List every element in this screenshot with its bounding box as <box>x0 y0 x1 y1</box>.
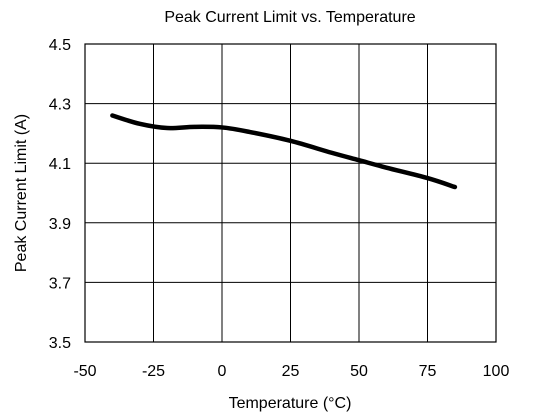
x-tick-label: 25 <box>282 363 300 380</box>
y-tick-label: 4.3 <box>49 97 71 114</box>
y-tick-label: 4.5 <box>49 37 71 54</box>
plot-frame <box>84 43 497 343</box>
y-tick-label: 4.1 <box>49 156 71 173</box>
y-axis-label: Peak Current Limit (A) <box>13 114 30 272</box>
series-layer <box>110 113 458 190</box>
grid <box>84 43 497 343</box>
x-tick-label: 100 <box>483 363 510 380</box>
y-tick-label: 3.9 <box>49 216 71 233</box>
x-tick-label: 0 <box>218 363 227 380</box>
x-tick-label: -25 <box>142 363 165 380</box>
series-line <box>110 113 458 190</box>
chart-title: Peak Current Limit vs. Temperature <box>164 9 415 26</box>
y-tick-label: 3.5 <box>49 335 71 352</box>
x-tick-label: 75 <box>419 363 437 380</box>
x-tick-label: 50 <box>350 363 368 380</box>
y-tick-label: 3.7 <box>49 275 71 292</box>
y-tick-labels: 3.5 3.7 3.9 4.1 4.3 4.5 <box>49 37 71 352</box>
x-tick-labels: -50 -25 0 25 50 75 100 <box>73 363 509 380</box>
x-tick-label: -50 <box>73 363 96 380</box>
x-axis-label: Temperature (°C) <box>229 395 352 412</box>
